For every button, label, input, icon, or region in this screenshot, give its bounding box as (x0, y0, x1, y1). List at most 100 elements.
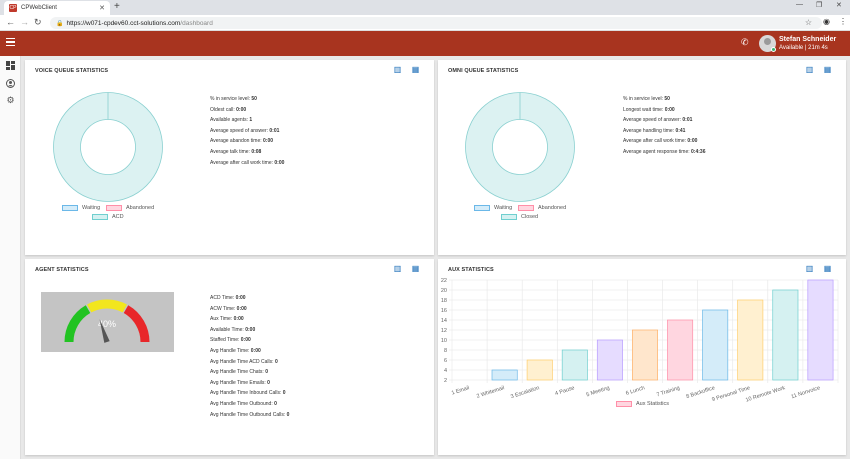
x-tick-label: 6 Lunch (625, 385, 645, 397)
profile-icon[interactable]: ◉ (823, 17, 830, 26)
chart-view-icon[interactable]: ▥ (805, 65, 814, 74)
gauge-segment-green (64, 305, 91, 343)
legend-item-acd[interactable]: ACD (92, 214, 124, 220)
stat-value: 0:00 (263, 138, 274, 145)
stat-row: Average abandon time: 0:00 (210, 136, 284, 147)
stat-row: Average handling time: 0:41 (623, 126, 705, 137)
table-view-icon[interactable]: ▦ (411, 65, 420, 74)
stat-label: Average agent response time: (623, 148, 690, 155)
browser-tab[interactable]: CP CPWebClient ✕ (4, 1, 110, 15)
stat-label: Average after call work time: (210, 159, 273, 166)
stat-label: Average speed of answer: (623, 117, 682, 124)
stat-row: Average speed of answer: 0:01 (210, 126, 284, 137)
card-title: VOICE QUEUE STATISTICS (35, 68, 109, 74)
stat-value: 0:00 (250, 347, 261, 354)
chart-view-icon[interactable]: ▥ (393, 264, 402, 273)
back-icon[interactable]: ← (6, 17, 15, 27)
y-tick-label: 4 (444, 368, 447, 374)
stat-label: ACW Time: (210, 305, 236, 312)
stat-value: 0 (282, 390, 286, 397)
stat-value: 0 (274, 400, 277, 407)
bar (632, 329, 658, 381)
stat-label: Oldest call: (210, 106, 235, 113)
bar (807, 279, 834, 381)
browser-menu-icon[interactable]: ⋮ (839, 17, 847, 26)
legend-item-waiting[interactable]: Waiting (62, 205, 100, 211)
stat-row: Available Time: 0:00 (210, 325, 289, 336)
bar (491, 369, 518, 381)
table-view-icon[interactable]: ▦ (823, 65, 832, 74)
minimize-icon[interactable]: — (796, 1, 803, 8)
voice-stats-list: % in service level: 50 Oldest call: 0:00 A… (210, 94, 284, 168)
x-tick-label: 2 Whitemail (476, 385, 505, 400)
stat-row: Average after call work time: 0:00 (210, 158, 284, 169)
y-tick-label: 16 (441, 308, 447, 314)
stat-value: 0 (267, 379, 270, 386)
stat-label: Avg Handle Time Chats: (210, 369, 264, 376)
phone-icon[interactable]: ✆ (741, 37, 749, 47)
bar (702, 309, 729, 381)
omni-queue-card: OMNI QUEUE STATISTICS ▥ ▦ Waiting Abando… (438, 60, 846, 255)
bookmark-star-icon[interactable]: ☆ (804, 18, 812, 27)
new-tab-icon[interactable]: + (114, 1, 120, 12)
dashboard-icon[interactable] (6, 61, 15, 70)
close-window-icon[interactable]: ✕ (836, 2, 842, 9)
stat-label: Average speed of answer: (210, 127, 269, 134)
stat-label: % in service level: (210, 96, 251, 102)
stat-label: Longest wait time: (623, 106, 664, 113)
legend-item-waiting[interactable]: Waiting (474, 205, 512, 211)
legend-item-abandoned[interactable]: Abandoned (106, 205, 154, 211)
y-tick-label: 10 (441, 338, 447, 344)
stat-value: 50 (251, 96, 257, 102)
stat-value: 50 (664, 96, 670, 102)
legend-item-abandoned[interactable]: Abandoned (518, 205, 566, 211)
aux-statistics-card: AUX STATISTICS ▥ ▦ 2 4 6 8 10 12 14 16 18 20 22 1 E… (438, 259, 846, 455)
stat-row: ACW Time: 0:00 (210, 304, 289, 315)
x-tick-label: 5 Meeting (586, 385, 611, 398)
stat-row: Average after call work time: 0:00 (623, 136, 705, 147)
address-bar[interactable]: 🔒 https://w071-cpdev60.cct-solutions.com… (50, 17, 822, 29)
y-tick-label: 2 (444, 378, 447, 384)
close-tab-icon[interactable]: ✕ (99, 5, 105, 12)
stat-value: 0:00 (245, 326, 256, 333)
bar (561, 349, 588, 381)
stat-value: 0:00 (274, 159, 285, 166)
bar (526, 359, 553, 381)
chart-view-icon[interactable]: ▥ (805, 264, 814, 273)
stat-label: Staffed Time: (210, 337, 240, 344)
settings-icon[interactable]: ⚙ (6, 95, 15, 105)
y-tick-label: 8 (444, 348, 447, 354)
chart-view-icon[interactable]: ▥ (393, 65, 402, 74)
stat-value: 0:41 (675, 127, 686, 134)
stat-value: 0:01 (682, 117, 693, 124)
agent-statistics-card: AGENT STATISTICS ▥ ▦ 40% ACD Time: 0:00 A… (25, 259, 434, 455)
bar (772, 289, 799, 381)
lock-icon: 🔒 (56, 20, 64, 27)
legend-item-aux-statistics[interactable]: Aux Statistics (616, 401, 669, 407)
table-view-icon[interactable]: ▦ (823, 264, 832, 273)
stat-label: Avg Handle Time: (210, 347, 250, 354)
forward-icon[interactable]: → (20, 17, 29, 27)
legend-item-closed[interactable]: Closed (501, 214, 538, 220)
x-tick-label: 3 Escalation (510, 385, 540, 400)
reload-icon[interactable]: ↻ (34, 17, 42, 27)
card-title: OMNI QUEUE STATISTICS (448, 68, 519, 74)
y-tick-label: 20 (441, 288, 447, 294)
stat-label: % in service level: (623, 96, 664, 102)
stat-value: 0:00 (240, 337, 251, 344)
user-status: Available | 21m 4s (779, 45, 828, 51)
stat-row: Avg Handle Time Emails: 0 (210, 378, 289, 389)
agent-stats-list: ACD Time: 0:00 ACW Time: 0:00 Aux Time: 0:… (210, 293, 289, 420)
menu-icon[interactable] (6, 38, 15, 47)
account-icon[interactable] (6, 79, 15, 88)
stat-label: ACD Time: (210, 295, 235, 301)
favicon-icon: CP (9, 4, 17, 12)
stat-row: Average talk time: 0:08 (210, 147, 284, 158)
gauge-segment-red (123, 305, 150, 343)
maximize-icon[interactable]: ❐ (816, 2, 823, 9)
stat-value: 0:08 (251, 148, 262, 155)
table-view-icon[interactable]: ▦ (411, 264, 420, 273)
y-tick-label: 12 (441, 328, 447, 334)
stat-row: Oldest call: 0:00 (210, 105, 284, 116)
stat-value: 0 (274, 358, 278, 365)
